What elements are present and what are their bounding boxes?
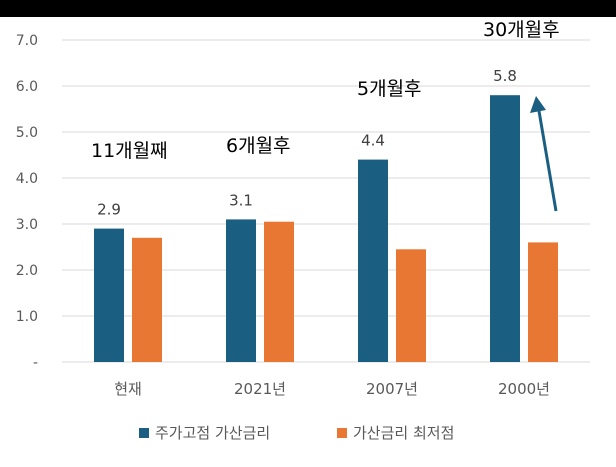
y-tick-label: 2.0 bbox=[16, 263, 38, 279]
y-tick-label: - bbox=[33, 355, 38, 371]
legend-swatch-series-1 bbox=[139, 428, 149, 438]
annotation-2021: 6개월후 bbox=[226, 135, 291, 157]
legend-label-series-1: 주가고점 가산금리 bbox=[155, 424, 270, 442]
bar-series-1 bbox=[94, 228, 124, 362]
y-tick-label: 4.0 bbox=[16, 171, 38, 187]
top-black-band bbox=[0, 0, 616, 17]
bar-series-2 bbox=[528, 242, 558, 362]
category-label: 2021년 bbox=[234, 380, 286, 398]
data-label: 5.8 bbox=[493, 67, 517, 85]
trend-arrow bbox=[537, 110, 558, 212]
y-tick-label: 5.0 bbox=[16, 125, 38, 141]
category-labels: 현재 2021년 2007년 2000년 bbox=[114, 380, 550, 398]
annotation-2000: 30개월후 bbox=[483, 19, 560, 41]
category-label: 현재 bbox=[114, 380, 142, 398]
bar-series-2 bbox=[396, 249, 426, 362]
category-label: 2007년 bbox=[366, 380, 418, 398]
legend: 주가고점 가산금리 가산금리 최저점 bbox=[139, 424, 454, 442]
legend-label-series-2: 가산금리 최저점 bbox=[353, 424, 454, 442]
legend-swatch-series-2 bbox=[337, 428, 347, 438]
y-tick-label: 6.0 bbox=[16, 79, 38, 95]
data-label: 3.1 bbox=[229, 191, 253, 209]
y-tick-label: 7.0 bbox=[16, 33, 38, 49]
bar-series-2 bbox=[132, 237, 162, 362]
bar-series-1 bbox=[490, 95, 520, 362]
bar-series-1 bbox=[226, 219, 256, 362]
y-axis-ticks: - 1.0 2.0 3.0 4.0 5.0 6.0 7.0 bbox=[16, 33, 38, 371]
y-tick-label: 1.0 bbox=[16, 309, 38, 325]
bars bbox=[94, 95, 558, 362]
annotation-current: 11개월째 bbox=[91, 140, 168, 162]
bar-series-2 bbox=[264, 221, 294, 362]
bar-series-1 bbox=[358, 159, 388, 362]
annotation-2007: 5개월후 bbox=[357, 78, 422, 100]
y-tick-label: 3.0 bbox=[16, 217, 38, 233]
data-label: 4.4 bbox=[361, 132, 385, 150]
data-labels: 2.9 3.1 4.4 5.8 bbox=[97, 67, 517, 218]
data-label: 2.9 bbox=[97, 201, 121, 219]
category-label: 2000년 bbox=[498, 380, 550, 398]
trend-arrowhead bbox=[530, 96, 546, 113]
